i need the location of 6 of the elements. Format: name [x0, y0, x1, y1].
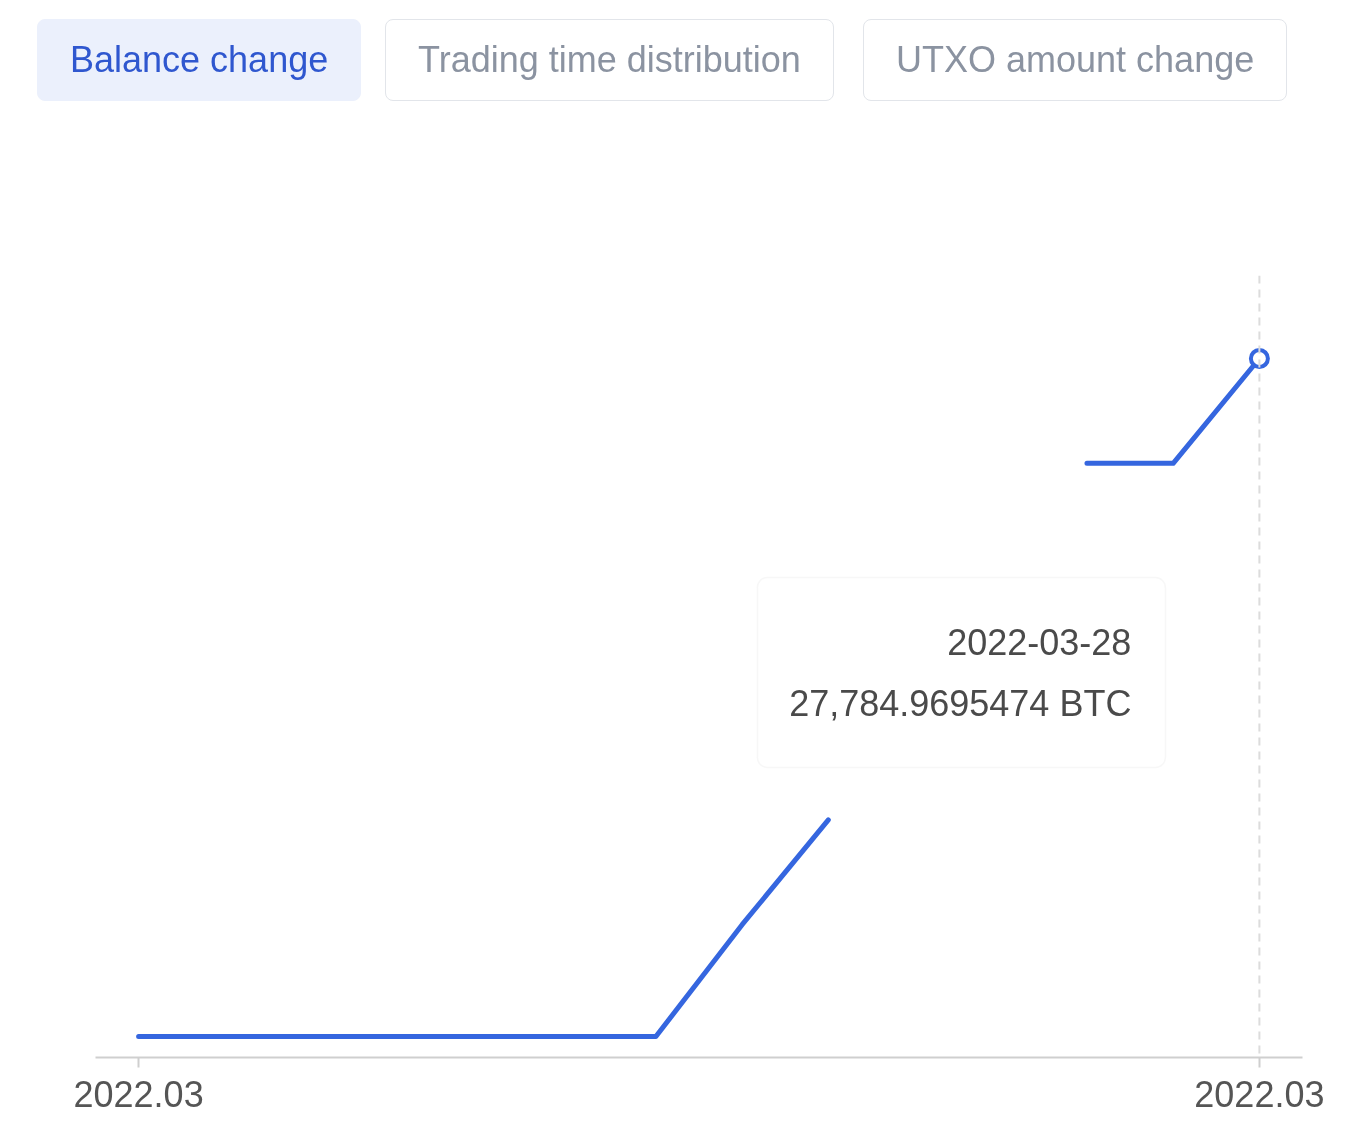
x-tick-label: 2022.03: [73, 1073, 204, 1115]
annotation: 2022-03-28 27,784.9695474 BTC: [789, 621, 1132, 724]
tab: UTXO amount change: [863, 19, 1288, 101]
x-tick-label: 2022.03: [1194, 1073, 1325, 1115]
tab: Trading time distribution: [385, 19, 834, 101]
tab: Balance change: [37, 19, 362, 101]
